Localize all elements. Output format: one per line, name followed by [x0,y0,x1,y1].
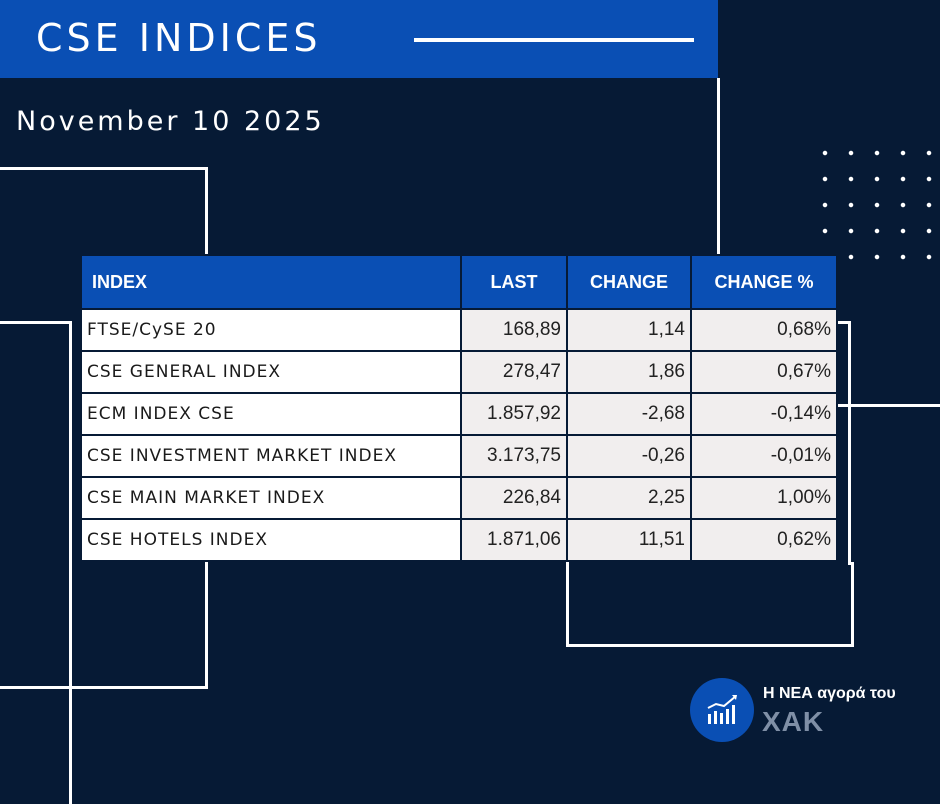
indices-table: INDEX LAST CHANGE CHANGE % FTSE/CySE 20 … [80,254,838,562]
header-rule [414,38,694,42]
change-pct-value: -0,01% [690,434,838,478]
change-pct-value: 0,67% [690,350,838,394]
change-value: -2,68 [566,392,692,436]
bar-chart-icon [707,695,737,724]
column-header-change-pct: CHANGE % [690,254,838,310]
logo-badge [690,678,754,742]
page-title: CSE INDICES [36,16,322,60]
change-value: 1,86 [566,350,692,394]
column-header-change: CHANGE [566,254,692,310]
index-name: CSE HOTELS INDEX [80,518,462,562]
index-name: FTSE/CySE 20 [80,308,462,352]
frame-line-right-upper [836,321,851,565]
change-value: -0,26 [566,434,692,478]
table-row: CSE MAIN MARKET INDEX 226,84 2,25 1,00% [80,476,838,520]
table-row: CSE HOTELS INDEX 1.871,06 11,51 0,62% [80,518,838,562]
change-value: 1,14 [566,308,692,352]
table-row: CSE GENERAL INDEX 278,47 1,86 0,67% [80,350,838,394]
change-pct-value: 1,00% [690,476,838,520]
frame-line-right-box [566,562,854,647]
table-row: ECM INDEX CSE 1.857,92 -2,68 -0,14% [80,392,838,436]
frame-line-right-vertical [717,78,720,254]
last-value: 1.857,92 [460,392,568,436]
last-value: 3.173,75 [460,434,568,478]
index-name: CSE GENERAL INDEX [80,350,462,394]
last-value: 226,84 [460,476,568,520]
table-row: FTSE/CySE 20 168,89 1,14 0,68% [80,308,838,352]
table-row: CSE INVESTMENT MARKET INDEX 3.173,75 -0,… [80,434,838,478]
change-value: 2,25 [566,476,692,520]
change-pct-value: 0,68% [690,308,838,352]
frame-line-left-bottom [0,562,208,689]
column-header-last: LAST [460,254,568,310]
frame-line-right-horizontal [836,404,940,407]
column-header-index: INDEX [80,254,462,310]
last-value: 278,47 [460,350,568,394]
header-band: CSE INDICES [0,0,718,78]
last-value: 168,89 [460,308,568,352]
last-value: 1.871,06 [460,518,568,562]
index-name: ECM INDEX CSE [80,392,462,436]
logo-name: ΧΑΚ [762,706,825,737]
logo-tagline: Η ΝΕΑ αγορά του [763,685,896,702]
index-name: CSE INVESTMENT MARKET INDEX [80,434,462,478]
change-pct-value: -0,14% [690,392,838,436]
frame-line-left-outer [0,321,72,804]
date-label: November 10 2025 [16,106,325,137]
change-pct-value: 0,62% [690,518,838,562]
frame-line-left-top [0,167,208,256]
index-name: CSE MAIN MARKET INDEX [80,476,462,520]
table-header-row: INDEX LAST CHANGE CHANGE % [80,254,838,310]
change-value: 11,51 [566,518,692,562]
